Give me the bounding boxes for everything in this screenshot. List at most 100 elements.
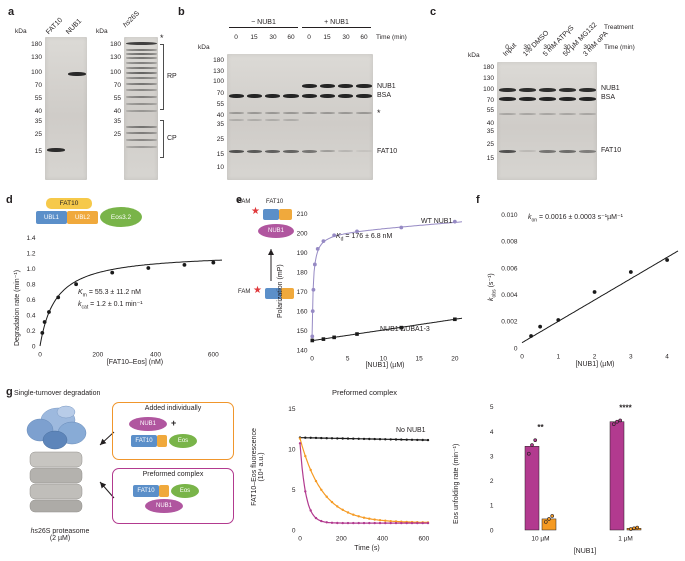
g-kinetics-ylabel: FAT10–Eos fluorescence (10⁴ a.u.) <box>251 392 265 542</box>
gel-band <box>498 97 516 102</box>
gel-band <box>228 112 244 115</box>
fat10-ubl2-box <box>279 209 292 220</box>
data-point <box>362 521 366 525</box>
x-tick-label: 4 <box>665 354 669 361</box>
time-point: 15 <box>250 34 258 41</box>
data-point <box>378 519 382 522</box>
gel-band <box>283 149 299 153</box>
kda-label: 55 <box>113 94 121 102</box>
cp-label: CP <box>167 135 177 142</box>
data-point <box>309 509 312 512</box>
x-tick-label: 200 <box>92 352 103 359</box>
y-tick-label: 0.002 <box>501 319 518 326</box>
gel-band <box>338 84 354 89</box>
panel-e-label: e <box>236 194 243 206</box>
y-tick-label: 2 <box>490 478 494 485</box>
gel-band <box>246 112 262 115</box>
x-tick-label: 0 <box>520 354 524 361</box>
time-point: 60 <box>287 34 295 41</box>
band-label-nub1: NUB1 <box>601 85 620 92</box>
kcat-symbol: k <box>78 301 82 309</box>
data-point <box>421 521 424 525</box>
gel-band <box>518 97 536 102</box>
series-line <box>299 443 428 524</box>
gel-band <box>125 126 157 129</box>
gel-band <box>538 112 556 115</box>
y-tick-label: 0.004 <box>501 292 518 299</box>
kda-label: 40 <box>113 107 121 115</box>
proteasome-cartoon <box>26 405 87 513</box>
kda-label: 25 <box>216 135 224 143</box>
gel-b-ladder: 180 130 100 70 55 40 35 25 15 10 <box>198 54 224 180</box>
gel-b <box>227 54 373 180</box>
y-tick-label: 10 <box>288 446 296 453</box>
gel-band <box>46 147 65 152</box>
data-point <box>368 437 371 441</box>
category-label: 10 µM <box>531 536 549 543</box>
data-point <box>74 282 79 287</box>
fam-label: FAM <box>238 289 251 295</box>
kda-label: 100 <box>110 69 121 77</box>
data-point <box>400 438 403 441</box>
y-tick-label: 0 <box>292 527 296 534</box>
x-tick-label: 20 <box>451 356 459 363</box>
kda-label: 15 <box>216 151 224 159</box>
ylabel-line2: (10⁴ a.u.) <box>258 452 265 482</box>
proteasome-name: 26S proteasome <box>38 528 90 535</box>
plus-sign: + <box>171 418 177 428</box>
proteasome-cp-ring <box>29 499 83 513</box>
panel-b-label: b <box>178 6 185 18</box>
data-point <box>315 246 320 251</box>
proteasome-rp-blob <box>42 430 68 450</box>
gel-c <box>497 62 597 180</box>
y-tick-label: 1.2 <box>26 251 35 258</box>
data-point <box>298 437 302 440</box>
gel-a1-ladder: 180 130 100 70 55 40 35 25 15 <box>18 37 42 180</box>
data-point <box>321 239 326 244</box>
data-point <box>373 518 376 521</box>
fat10-ubl2-box <box>281 288 294 299</box>
data-point <box>298 442 302 445</box>
y-tick-label: 180 <box>297 270 308 277</box>
data-point <box>336 505 339 508</box>
kda-label: 35 <box>113 117 121 125</box>
gel-band <box>125 57 157 60</box>
gel-band <box>558 112 576 115</box>
g-bars-ylabel: Eos unfolding rate (min⁻¹) <box>453 443 460 524</box>
kda-label: 130 <box>483 75 494 83</box>
km-value: = 55.3 ± 11.2 nM <box>86 289 141 296</box>
x-tick-label: 0 <box>310 356 314 363</box>
kda-label: 180 <box>110 40 121 48</box>
data-point <box>320 488 323 491</box>
time-point: 0 <box>307 34 311 41</box>
y-tick-label: 0.6 <box>26 297 35 304</box>
y-tick-label: 150 <box>297 328 308 335</box>
gel-band <box>125 62 157 65</box>
x-tick-label: 600 <box>418 536 429 543</box>
data-point <box>320 436 323 440</box>
fat10-label: FAT10 <box>266 199 284 205</box>
g-kinetics-title: Preformed complex <box>331 388 398 397</box>
kda-label: 35 <box>34 117 42 125</box>
gel-band <box>301 94 317 99</box>
chart-polarization: 140 150 160 170 180 190 200 210 0 5 10 15 20 <box>297 211 463 363</box>
fat10-ubl2-box <box>157 435 167 447</box>
data-point <box>615 419 619 424</box>
preformed-complex-title: Preformed complex <box>142 471 204 478</box>
gel-band <box>125 110 157 113</box>
data-point <box>373 521 376 525</box>
data-point <box>357 515 360 518</box>
chart-degradation-rate: 0 0.2 0.4 0.6 0.8 1.0 1.2 1.4 0 200 400 600 <box>26 235 222 359</box>
g-bars-xlabel: [NUB1] <box>573 548 597 555</box>
data-point <box>378 438 382 441</box>
gel-band <box>356 112 372 115</box>
km-sub: m <box>82 292 87 299</box>
data-point <box>389 520 392 523</box>
gel-band <box>356 84 372 89</box>
proteasome-concentration: (2 µM) <box>49 535 71 542</box>
data-point <box>628 270 633 274</box>
data-point <box>362 516 366 519</box>
kda-label: 180 <box>213 57 224 65</box>
y-tick-label: 1.4 <box>26 235 35 242</box>
data-point <box>384 521 387 525</box>
